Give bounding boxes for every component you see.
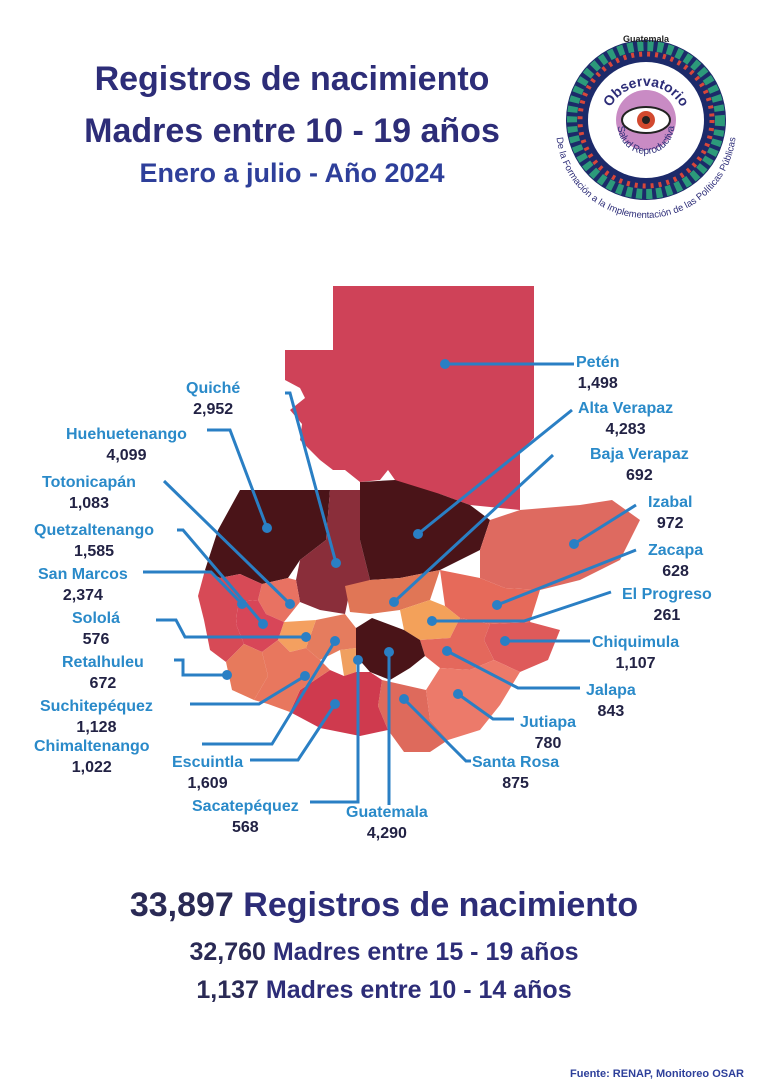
total-label: Registros de nacimiento xyxy=(243,886,639,924)
label-jalapa: Jalapa 843 xyxy=(586,682,636,720)
leader-lines xyxy=(143,362,637,805)
label-san-marcos: San Marcos 2,374 xyxy=(38,566,128,604)
label-solola: Sololá 576 xyxy=(72,610,121,648)
region-santa-rosa xyxy=(378,680,448,752)
region-huehuetenango xyxy=(205,490,330,584)
label-escuintla: Escuintla 1,609 xyxy=(172,754,244,792)
title-line-1: Registros de nacimiento xyxy=(94,60,490,98)
label-baja-verapaz: Baja Verapaz 692 xyxy=(590,446,689,484)
total-10-14: 1,137 Madres entre 10 - 14 años xyxy=(0,976,768,1005)
region-chiquimula xyxy=(484,622,560,672)
total-15-19: 32,760 Madres entre 15 - 19 años xyxy=(0,938,768,967)
observatorio-logo: Guatemala Observatorio Salud Reproductiv… xyxy=(553,34,738,221)
region-izabal xyxy=(480,500,640,590)
region-peten xyxy=(285,286,534,510)
label-jutiapa: Jutiapa 780 xyxy=(520,714,577,752)
total-value: 33,897 xyxy=(129,886,234,924)
label-zacapa: Zacapa 628 xyxy=(648,542,704,580)
leader-dots xyxy=(222,359,579,709)
label-suchitepequez: Suchitepéquez 1,128 xyxy=(40,698,153,736)
label-santa-rosa: Santa Rosa 875 xyxy=(472,754,560,792)
source-note: Fuente: RENAP, Monitoreo OSAR xyxy=(570,1068,744,1080)
total-registros: 33,897 Registros de nacimiento xyxy=(0,886,768,925)
label-quetzaltenango: Quetzaltenango 1,585 xyxy=(34,522,155,560)
label-peten: Petén 1,498 xyxy=(576,354,620,392)
region-zacapa xyxy=(440,570,540,624)
label-totonicapan: Totonicapán 1,083 xyxy=(42,474,136,512)
title-line-2: Madres entre 10 - 19 años xyxy=(84,112,500,150)
age10-value: 1,137 xyxy=(196,976,259,1004)
region-jalapa xyxy=(420,618,494,670)
label-alta-verapaz: Alta Verapaz 4,283 xyxy=(578,400,674,438)
label-izabal: Izabal 972 xyxy=(648,494,693,532)
label-retalhuleu: Retalhuleu 672 xyxy=(62,654,144,692)
region-san-marcos xyxy=(198,570,262,662)
region-jutiapa xyxy=(426,660,520,740)
age15-label: Madres entre 15 - 19 años xyxy=(272,938,579,966)
label-chiquimula: Chiquimula 1,107 xyxy=(592,634,680,672)
region-sacatepequez xyxy=(340,648,356,676)
age15-value: 32,760 xyxy=(189,938,266,966)
region-totonicapan xyxy=(258,578,300,622)
region-chimaltenango xyxy=(306,614,356,660)
guatemala-map xyxy=(143,286,640,805)
svg-text:Guatemala: Guatemala xyxy=(623,34,670,44)
age10-label: Madres entre 10 - 14 años xyxy=(265,976,572,1004)
label-sacatepequez: Sacatepéquez 568 xyxy=(192,798,299,836)
subtitle: Enero a julio - Año 2024 xyxy=(139,158,445,188)
label-el-progreso: El Progreso 261 xyxy=(622,586,712,624)
label-huehuetenango: Huehuetenango 4,099 xyxy=(66,426,187,464)
region-retalhuleu xyxy=(226,644,268,700)
label-quiche: Quiché 2,952 xyxy=(186,380,241,418)
label-guatemala: Guatemala 4,290 xyxy=(346,804,428,842)
label-chimaltenango: Chimaltenango 1,022 xyxy=(34,738,150,776)
